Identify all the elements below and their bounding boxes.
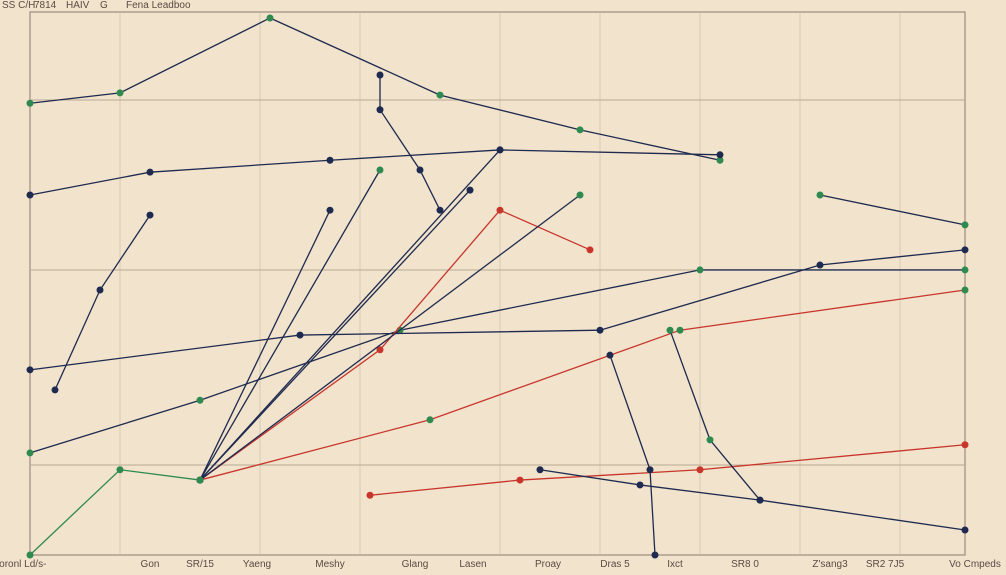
data-point: [576, 191, 584, 199]
series-line-10: [199, 189, 471, 481]
data-point: [376, 71, 384, 79]
series-line-11: [199, 149, 501, 481]
data-point: [266, 14, 274, 22]
data-point: [51, 386, 59, 394]
x-tick-label: Z'sang3: [812, 559, 848, 570]
series-line-14: [609, 354, 656, 556]
data-point: [376, 346, 384, 354]
data-point: [651, 551, 659, 559]
header-item: 7814: [34, 0, 57, 11]
header-item: SS C/H: [2, 0, 36, 11]
data-point: [606, 351, 614, 359]
x-tick-label: Dras 5: [600, 559, 630, 570]
data-point: [706, 436, 714, 444]
x-tick-label: Ixct: [667, 559, 683, 570]
data-point: [576, 126, 584, 134]
x-tick-label: Vo Cmpeds: [949, 559, 1001, 570]
data-point: [961, 246, 969, 254]
series-line-3: [29, 269, 965, 454]
data-point: [196, 396, 204, 404]
series-line-18: [819, 194, 966, 226]
data-point: [696, 266, 704, 274]
header: SS C/H 7814 HAIV G Fena Leadboo: [0, 0, 1006, 12]
data-point: [376, 106, 384, 114]
series-line-0: [29, 17, 721, 161]
data-point: [636, 481, 644, 489]
series-line-13: [379, 74, 441, 211]
x-tick-label: Meshy: [315, 559, 345, 570]
data-point: [961, 286, 969, 294]
data-point: [536, 466, 544, 474]
data-point: [146, 168, 154, 176]
data-point: [961, 441, 969, 449]
x-tick-label: SR/15: [186, 559, 214, 570]
data-point: [696, 466, 704, 474]
data-point: [816, 191, 824, 199]
data-point: [26, 366, 34, 374]
data-point: [596, 326, 604, 334]
data-point: [666, 326, 674, 334]
data-point: [436, 91, 444, 99]
data-point: [961, 266, 969, 274]
data-point: [146, 211, 154, 219]
data-point: [586, 246, 594, 254]
data-point: [416, 166, 424, 174]
x-tick-label: Proay: [534, 559, 562, 570]
x-tick-label: Yaeng: [242, 559, 272, 570]
data-point: [116, 466, 124, 474]
series-line-17: [29, 469, 201, 556]
x-tick-label: Glang: [401, 559, 429, 570]
data-point: [436, 206, 444, 214]
data-point: [756, 496, 764, 504]
x-tick-label: SR8 0: [731, 559, 759, 570]
data-point: [496, 146, 504, 154]
series-line-6: [199, 289, 966, 481]
plot-frame: [29, 11, 966, 556]
data-point: [716, 156, 724, 164]
header-item: Fena Leadboo: [126, 0, 191, 11]
data-point: [26, 191, 34, 199]
series-line-16: [539, 469, 966, 531]
header-item: G: [100, 0, 108, 11]
data-point: [816, 261, 824, 269]
series-line-1: [29, 149, 721, 196]
data-point: [96, 286, 104, 294]
series-line-15: [669, 329, 761, 501]
series-line-12: [199, 194, 581, 481]
series-line-7: [369, 444, 966, 496]
x-tick-label: Gon: [140, 559, 160, 570]
data-point: [196, 476, 204, 484]
data-point: [376, 166, 384, 174]
series-line-8: [199, 209, 331, 481]
data-point: [676, 326, 684, 334]
data-point: [516, 476, 524, 484]
data-point: [716, 151, 724, 159]
x-tick-label: SR2 7J5: [865, 559, 905, 570]
data-point: [466, 186, 474, 194]
data-point: [366, 491, 374, 499]
x-tick-label: horonl Ld/s-: [0, 559, 47, 570]
data-point: [296, 331, 304, 339]
data-point: [326, 206, 334, 214]
data-point: [116, 89, 124, 97]
data-point: [426, 416, 434, 424]
series-line-2: [54, 214, 151, 391]
series-line-5: [199, 209, 591, 481]
data-point: [961, 526, 969, 534]
data-point: [961, 221, 969, 229]
data-point: [26, 449, 34, 457]
x-tick-label: Lasen: [459, 559, 487, 570]
data-point: [646, 466, 654, 474]
header-item: HAIV: [66, 0, 90, 11]
data-point: [326, 156, 334, 164]
data-point: [496, 206, 504, 214]
data-point: [26, 99, 34, 107]
data-point: [26, 551, 34, 559]
series-line-9: [199, 169, 381, 481]
